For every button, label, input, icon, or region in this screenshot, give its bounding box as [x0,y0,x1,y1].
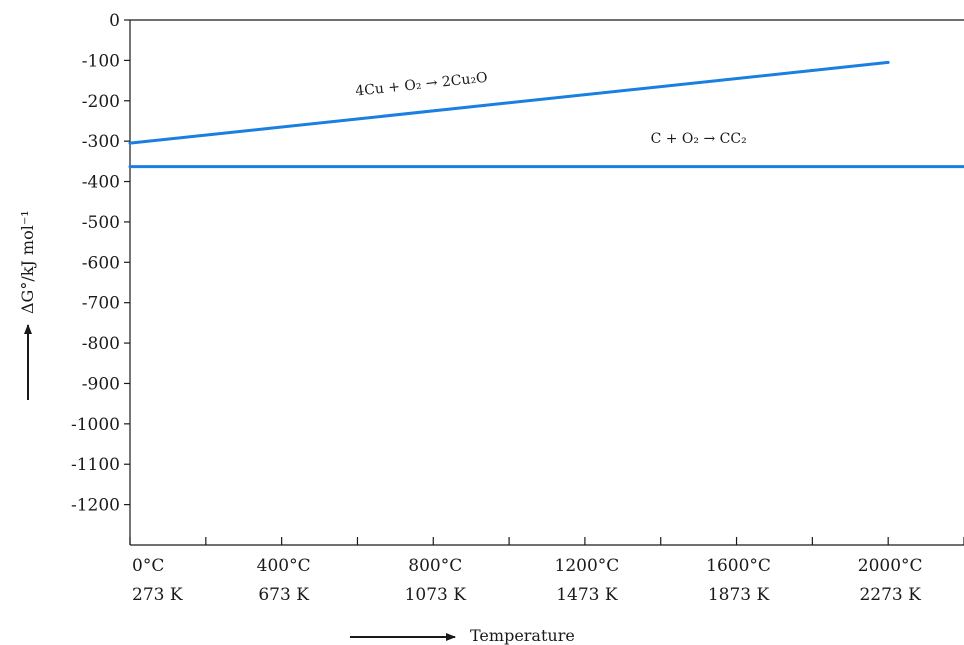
y-tick-label: -600 [82,253,120,273]
series-lines [128,60,964,169]
annotation-label-1: C + O₂ → CC₂ [651,131,747,147]
y-tick-label: -500 [82,213,120,233]
x-tick-label-kelvin: 2273 K [859,585,921,605]
x-tick-label-celsius: 1200°C [555,556,620,576]
x-axis-label: Temperature [470,626,575,645]
y-axis-ticks: 0 -100 -200 -300 -400 -500 -600 -700 -800 -900 -10… [71,11,130,516]
x-axis-title: Temperature [350,626,575,645]
x-axis-ticks: 0°C 273 K 400°C 673 K 800°C 1073 K 1200°C 1473 … [129,537,964,605]
y-tick-label: -1200 [71,496,120,516]
y-tick-label: -900 [82,374,120,394]
y-tick-label: -100 [82,51,120,71]
y-axis-label: ΔG°/kJ mol⁻¹ [18,210,37,314]
x-tick-label-kelvin: 1073 K [405,585,467,605]
x-tick-label-kelvin: 1473 K [556,585,618,605]
y-tick-label: -700 [82,294,120,314]
plot-frame [129,19,964,546]
x-tick-label-kelvin: 673 K [258,585,309,605]
y-tick-label: 0 [109,11,120,31]
y-tick-label: -300 [82,132,120,152]
x-tick-label-celsius: 2000°C [858,556,923,576]
y-tick-label: -1000 [71,415,120,435]
x-tick-label-celsius: 1600°C [706,556,771,576]
y-tick-label: -200 [82,92,120,112]
annotation-label-0: 4Cu + O₂ → 2Cu₂O [355,70,489,100]
x-tick-label-celsius: 0°C [132,556,164,576]
series-line-0 [128,60,890,145]
series-annotations: 4Cu + O₂ → 2Cu₂O C + O₂ → CC₂ [355,70,747,147]
y-tick-label: -1100 [71,455,120,475]
x-tick-label-celsius: 800°C [408,556,462,576]
y-axis-title: ΔG°/kJ mol⁻¹ [18,210,37,400]
x-tick-label-kelvin: 1873 K [708,585,770,605]
x-tick-label-kelvin: 273 K [132,585,183,605]
x-tick-label-celsius: 400°C [257,556,311,576]
y-tick-label: -400 [82,173,120,193]
y-tick-label: -800 [82,334,120,354]
